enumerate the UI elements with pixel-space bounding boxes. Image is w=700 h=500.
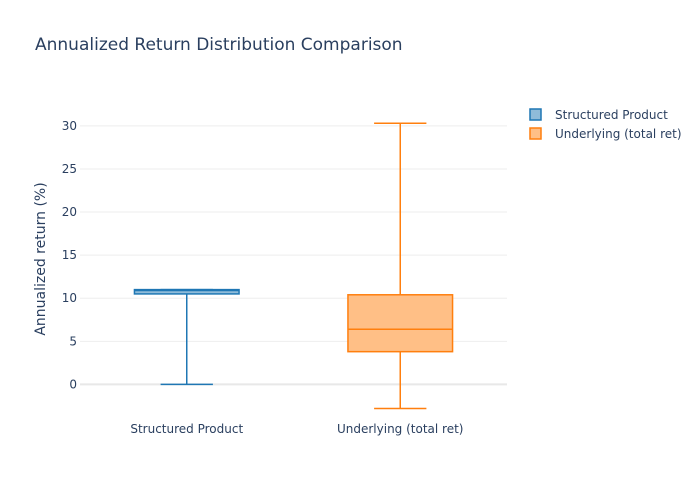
x-tick-label: Structured Product	[130, 422, 243, 436]
y-tick-label: 30	[62, 119, 77, 133]
chart-title: Annualized Return Distribution Compariso…	[35, 35, 403, 55]
grid-lines	[80, 125, 507, 386]
y-tick-label: 0	[69, 377, 77, 391]
legend-item[interactable]: Underlying (total ret)	[529, 127, 682, 141]
legend[interactable]: Structured Product Underlying (total ret)	[529, 108, 682, 141]
legend-swatch	[529, 127, 542, 140]
y-tick-label: 25	[62, 162, 77, 176]
box-trace[interactable]	[347, 122, 454, 410]
interquartile-box	[133, 288, 240, 295]
x-tick-label: Underlying (total ret)	[337, 422, 464, 436]
box-traces	[133, 122, 454, 410]
y-axis-ticks: 0 5 10 15 20 25 30	[62, 119, 77, 392]
legend-label: Underlying (total ret)	[555, 127, 682, 141]
interquartile-box	[347, 294, 454, 353]
y-tick-label: 20	[62, 205, 77, 219]
box-trace[interactable]	[133, 288, 240, 386]
x-axis-ticks: Structured Product Underlying (total ret)	[130, 422, 463, 436]
legend-item[interactable]: Structured Product	[529, 108, 668, 122]
y-axis-title: Annualized return (%)	[33, 182, 49, 335]
y-tick-label: 5	[69, 334, 77, 348]
y-tick-label: 10	[62, 291, 77, 305]
y-tick-label: 15	[62, 248, 77, 262]
legend-swatch	[529, 108, 542, 121]
legend-label: Structured Product	[555, 108, 668, 122]
